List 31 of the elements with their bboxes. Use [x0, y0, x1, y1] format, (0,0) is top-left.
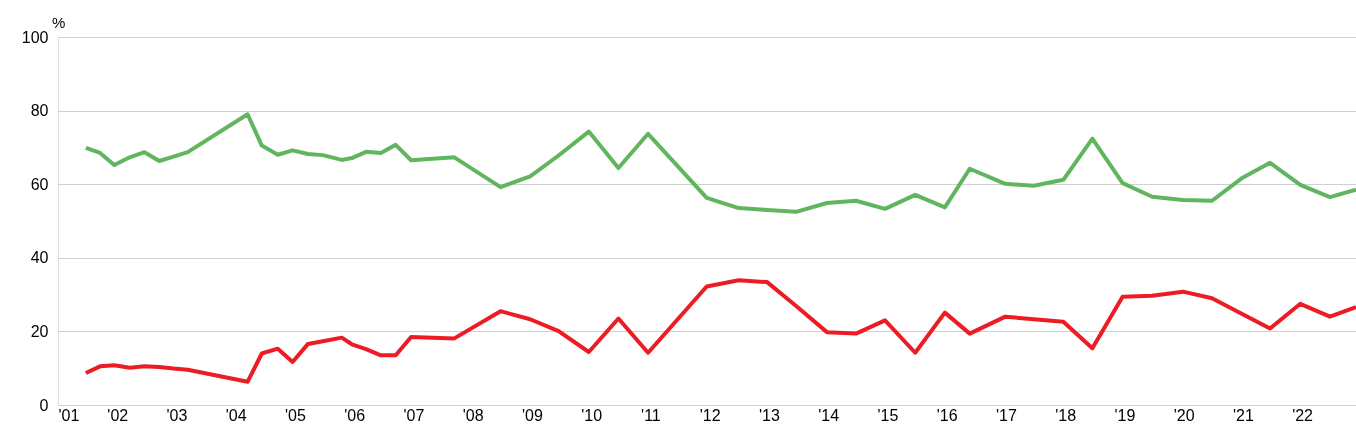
x-tick-label: '02: [107, 406, 129, 424]
x-tick-label: '16: [936, 406, 958, 424]
x-tick-label: '08: [462, 406, 484, 424]
x-tick-label: '13: [758, 406, 780, 424]
x-tick-label: '11: [641, 406, 661, 424]
x-tick-label: '03: [166, 406, 188, 424]
x-tick-label: '10: [581, 406, 603, 424]
y-tick-label: 40: [30, 249, 49, 267]
x-tick-label: '20: [1173, 406, 1195, 424]
x-tick-label: '09: [522, 406, 543, 424]
y-tick-label: 60: [30, 175, 49, 193]
x-tick-label: '01: [58, 406, 80, 424]
x-tick-label: '12: [699, 406, 721, 424]
x-tick-label: '17: [995, 406, 1017, 424]
x-tick-label: '04: [225, 406, 247, 424]
y-tick-label: 80: [30, 102, 49, 120]
y-tick-label: 100: [21, 28, 49, 46]
line-series: [83, 278, 1356, 384]
x-tick-label: '21: [1232, 406, 1254, 424]
y-tick-label: 0: [39, 396, 49, 414]
x-tick-label: '22: [1292, 406, 1314, 424]
y-axis-title: %: [52, 14, 66, 31]
line-series: [83, 112, 1356, 214]
y-tick-label: 20: [30, 322, 49, 340]
x-tick-label: '15: [877, 406, 899, 424]
x-tick-label: '18: [1055, 406, 1077, 424]
x-tick-label: '14: [818, 406, 840, 424]
x-tick-label: '07: [403, 406, 425, 424]
x-tick-label: '19: [1114, 406, 1136, 424]
x-tick-label: '05: [285, 406, 306, 424]
x-tick-label: '06: [344, 406, 366, 424]
